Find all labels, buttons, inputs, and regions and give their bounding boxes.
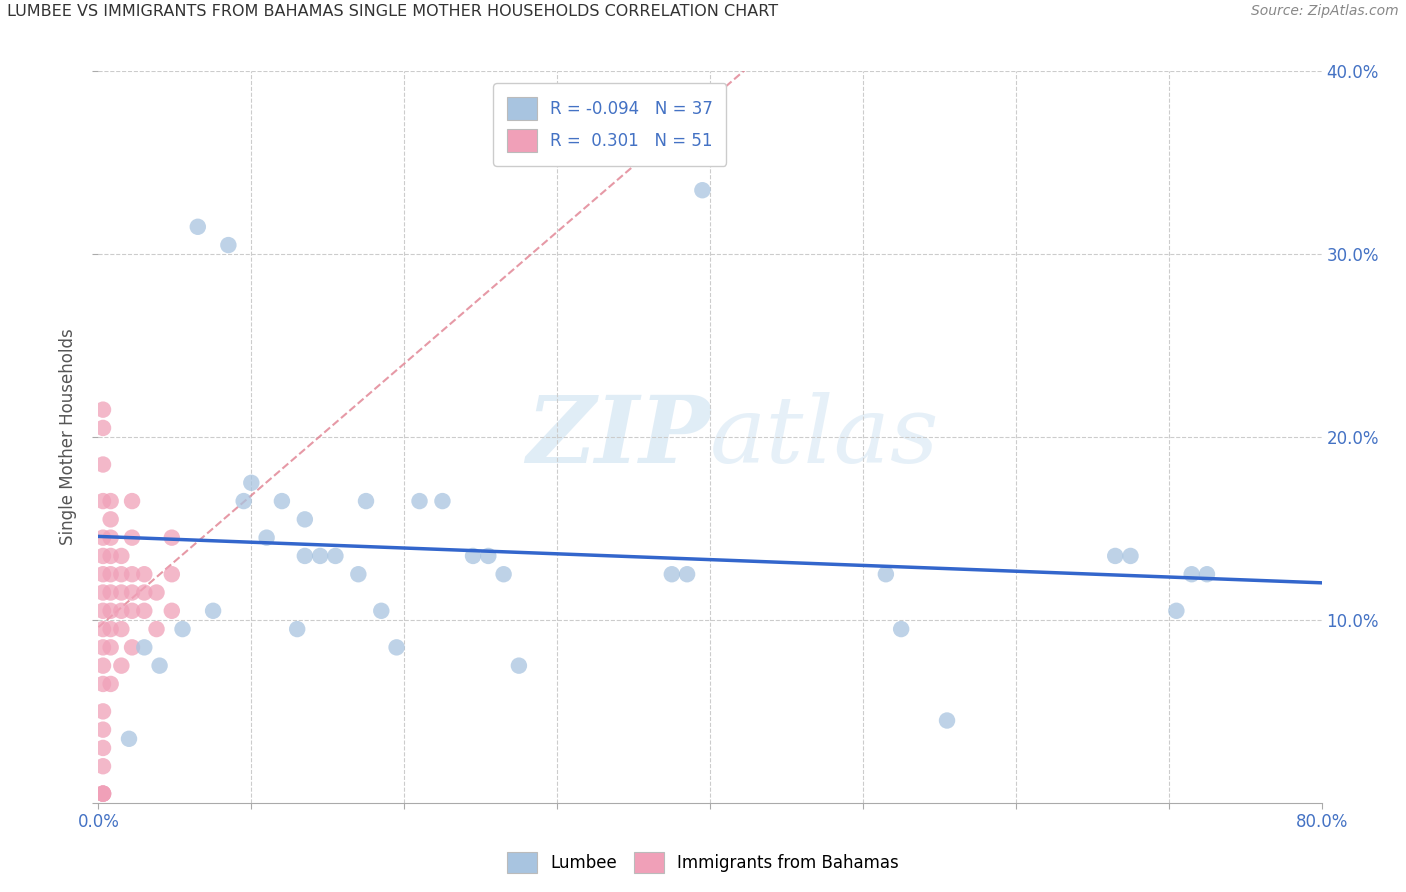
- Point: [100, 531, 122, 545]
- Y-axis label: Single Mother Households: Single Mother Households: [59, 329, 77, 545]
- Point: [172, 622, 194, 636]
- Point: [91, 494, 114, 508]
- Point: [134, 640, 156, 655]
- Point: [232, 494, 254, 508]
- Point: [100, 677, 122, 691]
- Point: [100, 549, 122, 563]
- Point: [100, 567, 122, 582]
- Point: [100, 585, 122, 599]
- Point: [692, 183, 714, 197]
- Point: [91, 658, 114, 673]
- Point: [354, 494, 377, 508]
- Point: [91, 585, 114, 599]
- Point: [91, 787, 114, 801]
- Point: [91, 604, 114, 618]
- Point: [461, 549, 484, 563]
- Point: [100, 512, 122, 526]
- Point: [270, 494, 292, 508]
- Point: [347, 567, 370, 582]
- Point: [91, 549, 114, 563]
- Point: [91, 787, 114, 801]
- Point: [890, 622, 912, 636]
- Point: [91, 787, 114, 801]
- Point: [91, 723, 114, 737]
- Point: [408, 494, 430, 508]
- Point: [145, 622, 167, 636]
- Point: [508, 658, 530, 673]
- Point: [294, 549, 316, 563]
- Point: [1166, 604, 1188, 618]
- Point: [121, 531, 143, 545]
- Point: [325, 549, 347, 563]
- Point: [91, 531, 114, 545]
- Point: [100, 604, 122, 618]
- Point: [91, 740, 114, 755]
- Text: atlas: atlas: [710, 392, 939, 482]
- Point: [91, 677, 114, 691]
- Point: [309, 549, 332, 563]
- Text: LUMBEE VS IMMIGRANTS FROM BAHAMAS SINGLE MOTHER HOUSEHOLDS CORRELATION CHART: LUMBEE VS IMMIGRANTS FROM BAHAMAS SINGLE…: [7, 4, 778, 20]
- Point: [121, 640, 143, 655]
- Point: [432, 494, 454, 508]
- Point: [121, 585, 143, 599]
- Point: [110, 622, 132, 636]
- Point: [121, 604, 143, 618]
- Point: [100, 640, 122, 655]
- Point: [285, 622, 308, 636]
- Point: [91, 622, 114, 636]
- Point: [1104, 549, 1126, 563]
- Point: [370, 604, 392, 618]
- Point: [661, 567, 683, 582]
- Point: [100, 622, 122, 636]
- Point: [91, 759, 114, 773]
- Point: [134, 604, 156, 618]
- Point: [100, 494, 122, 508]
- Point: [1181, 567, 1204, 582]
- Point: [110, 567, 132, 582]
- Point: [134, 585, 156, 599]
- Point: [110, 585, 132, 599]
- Point: [121, 494, 143, 508]
- Text: Source: ZipAtlas.com: Source: ZipAtlas.com: [1251, 4, 1399, 19]
- Point: [118, 731, 141, 746]
- Point: [145, 585, 167, 599]
- Point: [91, 705, 114, 719]
- Point: [385, 640, 408, 655]
- Point: [240, 475, 263, 490]
- Point: [294, 512, 316, 526]
- Point: [110, 658, 132, 673]
- Point: [110, 604, 132, 618]
- Point: [91, 787, 114, 801]
- Point: [160, 604, 183, 618]
- Point: [121, 567, 143, 582]
- Legend: Lumbee, Immigrants from Bahamas: Lumbee, Immigrants from Bahamas: [501, 846, 905, 880]
- Point: [160, 567, 183, 582]
- Point: [217, 238, 239, 252]
- Legend: R = -0.094   N = 37, R =  0.301   N = 51: R = -0.094 N = 37, R = 0.301 N = 51: [494, 83, 725, 166]
- Point: [91, 421, 114, 435]
- Point: [875, 567, 897, 582]
- Point: [134, 567, 156, 582]
- Point: [492, 567, 515, 582]
- Point: [187, 219, 209, 234]
- Point: [91, 567, 114, 582]
- Point: [202, 604, 225, 618]
- Point: [91, 458, 114, 472]
- Point: [936, 714, 959, 728]
- Point: [477, 549, 499, 563]
- Point: [110, 549, 132, 563]
- Point: [149, 658, 172, 673]
- Point: [676, 567, 699, 582]
- Point: [91, 640, 114, 655]
- Point: [91, 402, 114, 417]
- Point: [160, 531, 183, 545]
- Text: ZIP: ZIP: [526, 392, 710, 482]
- Point: [1195, 567, 1218, 582]
- Point: [256, 531, 278, 545]
- Point: [1119, 549, 1142, 563]
